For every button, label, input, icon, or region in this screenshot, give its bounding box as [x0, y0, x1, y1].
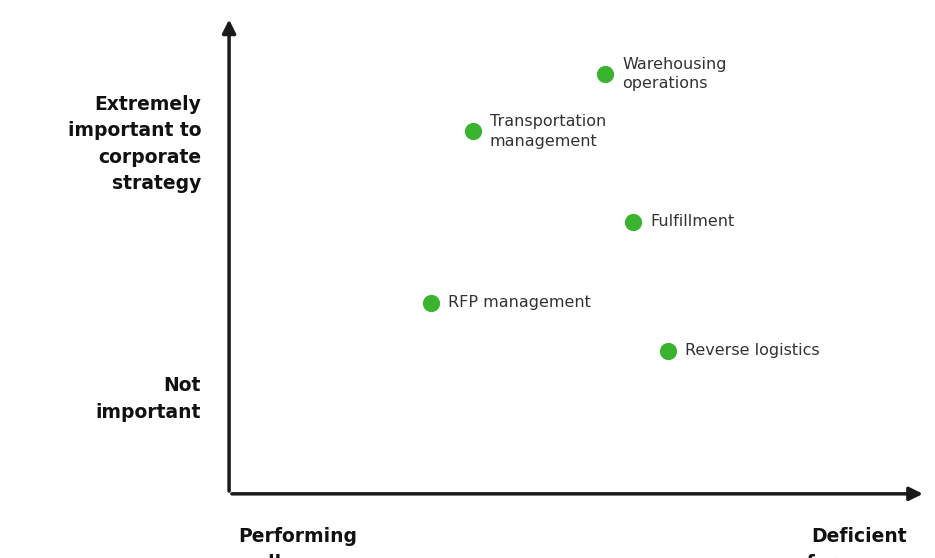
Text: Fulfillment: Fulfillment	[650, 214, 734, 229]
Point	[597, 70, 612, 79]
Text: Warehousing
operations: Warehousing operations	[622, 56, 726, 92]
Point	[466, 127, 481, 136]
Text: Reverse logistics: Reverse logistics	[684, 343, 819, 358]
Text: RFP management: RFP management	[448, 296, 591, 310]
Point	[626, 218, 640, 227]
Text: Performing
well: Performing well	[238, 527, 357, 558]
Text: Extremely
important to
corporate
strategy: Extremely important to corporate strateg…	[67, 95, 201, 194]
Text: Deficient
performance: Deficient performance	[771, 527, 907, 558]
Point	[424, 299, 439, 307]
Text: Transportation
management: Transportation management	[490, 114, 606, 148]
Point	[660, 346, 675, 355]
Text: Not
important: Not important	[95, 376, 201, 422]
